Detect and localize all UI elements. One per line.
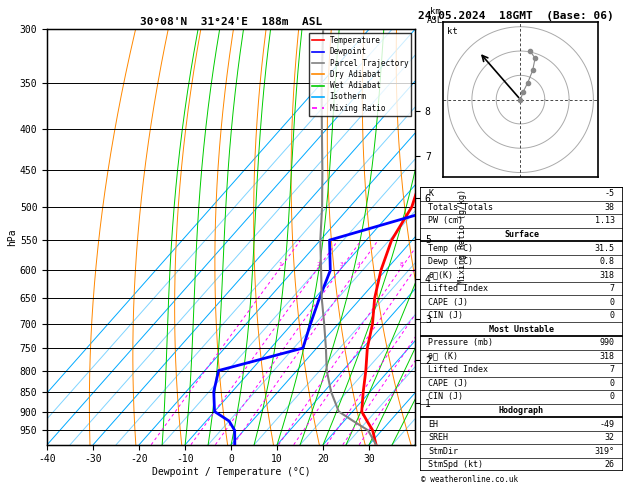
Text: 319°: 319° xyxy=(594,447,615,455)
Text: Lifted Index: Lifted Index xyxy=(428,284,488,293)
Text: CAPE (J): CAPE (J) xyxy=(428,379,468,388)
Text: kt: kt xyxy=(447,27,458,35)
Text: km
ASL: km ASL xyxy=(427,7,443,25)
Text: θᴄ (K): θᴄ (K) xyxy=(428,352,459,361)
Text: CIN (J): CIN (J) xyxy=(428,311,464,320)
Text: 32: 32 xyxy=(604,433,615,442)
Text: 38: 38 xyxy=(604,203,615,212)
Text: 4: 4 xyxy=(357,262,360,267)
Text: 0: 0 xyxy=(610,393,615,401)
Text: Lifted Index: Lifted Index xyxy=(428,365,488,374)
Text: Surface: Surface xyxy=(504,230,539,239)
Text: 3: 3 xyxy=(340,262,343,267)
Text: 990: 990 xyxy=(599,338,615,347)
Text: 318: 318 xyxy=(599,352,615,361)
Text: CIN (J): CIN (J) xyxy=(428,393,464,401)
Text: -49: -49 xyxy=(599,419,615,429)
Text: PW (cm): PW (cm) xyxy=(428,216,464,226)
Text: 1: 1 xyxy=(279,262,282,267)
Text: Pressure (mb): Pressure (mb) xyxy=(428,338,493,347)
Text: 1.13: 1.13 xyxy=(594,216,615,226)
Text: 31.5: 31.5 xyxy=(594,243,615,253)
Text: K: K xyxy=(428,190,433,198)
Y-axis label: hPa: hPa xyxy=(7,228,17,246)
Text: 26: 26 xyxy=(604,460,615,469)
Text: 2: 2 xyxy=(316,262,320,267)
Text: Hodograph: Hodograph xyxy=(499,406,544,415)
Text: 24.05.2024  18GMT  (Base: 06): 24.05.2024 18GMT (Base: 06) xyxy=(418,11,614,21)
Text: StmSpd (kt): StmSpd (kt) xyxy=(428,460,483,469)
Text: Dewp (°C): Dewp (°C) xyxy=(428,257,473,266)
Text: Mixing Ratio (g/kg): Mixing Ratio (g/kg) xyxy=(459,190,467,284)
Text: 0: 0 xyxy=(610,298,615,307)
Text: 318: 318 xyxy=(599,271,615,279)
Text: EH: EH xyxy=(428,419,438,429)
Text: CAPE (J): CAPE (J) xyxy=(428,298,468,307)
Text: Most Unstable: Most Unstable xyxy=(489,325,554,334)
Text: Totals Totals: Totals Totals xyxy=(428,203,493,212)
Text: 8: 8 xyxy=(400,262,404,267)
Text: 0: 0 xyxy=(610,311,615,320)
Title: 30°08'N  31°24'E  188m  ASL: 30°08'N 31°24'E 188m ASL xyxy=(140,17,322,27)
Text: © weatheronline.co.uk: © weatheronline.co.uk xyxy=(421,474,518,484)
Legend: Temperature, Dewpoint, Parcel Trajectory, Dry Adiabat, Wet Adiabat, Isotherm, Mi: Temperature, Dewpoint, Parcel Trajectory… xyxy=(309,33,411,116)
Text: SREH: SREH xyxy=(428,433,448,442)
Text: -5: -5 xyxy=(604,190,615,198)
Text: StmDir: StmDir xyxy=(428,447,459,455)
Text: 7: 7 xyxy=(610,365,615,374)
Text: θᴄ(K): θᴄ(K) xyxy=(428,271,454,279)
Text: 0: 0 xyxy=(610,379,615,388)
Text: Temp (°C): Temp (°C) xyxy=(428,243,473,253)
X-axis label: Dewpoint / Temperature (°C): Dewpoint / Temperature (°C) xyxy=(152,467,311,477)
Text: 0.8: 0.8 xyxy=(599,257,615,266)
Text: 7: 7 xyxy=(610,284,615,293)
